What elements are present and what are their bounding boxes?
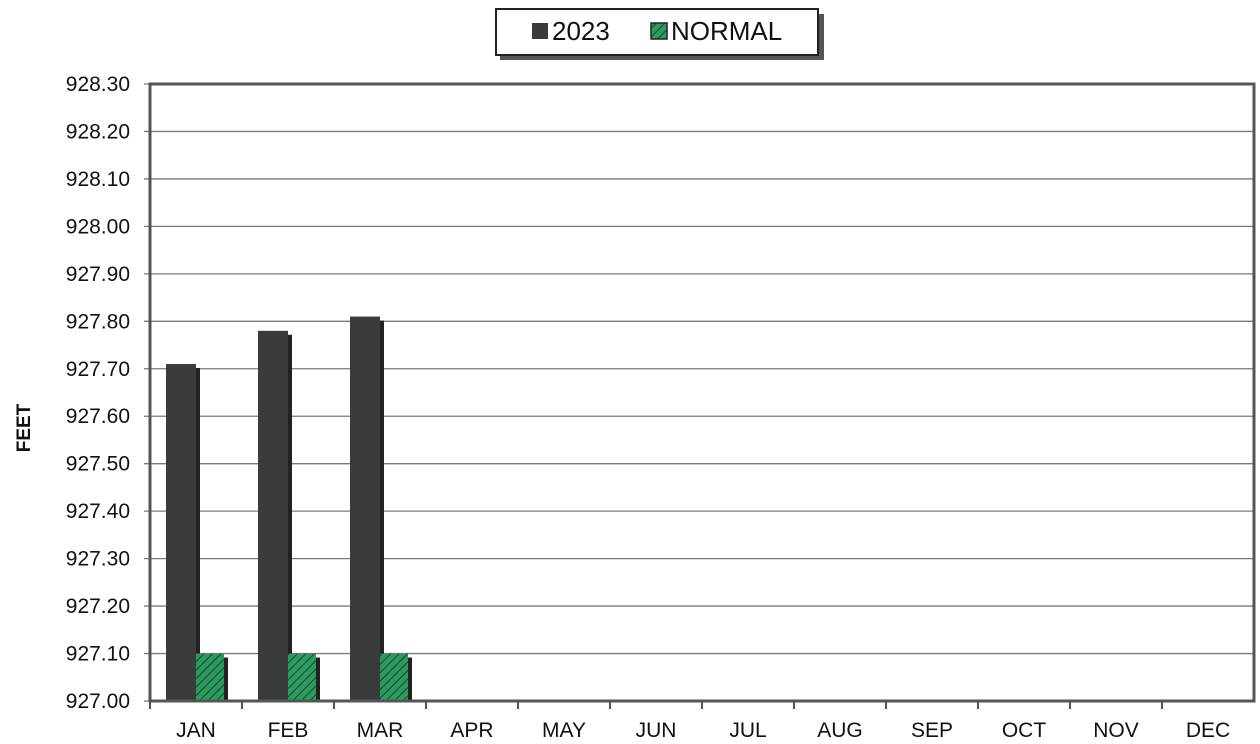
x-tick-label: JUL (729, 719, 766, 742)
y-tick-label: 927.00 (66, 690, 130, 713)
x-tick-label: AUG (817, 719, 863, 742)
y-tick-label: 927.30 (66, 548, 130, 571)
bar-normal-mar (380, 653, 408, 701)
y-tick-label: 927.80 (66, 310, 130, 333)
y-tick-labels: 927.00 927.10 927.20 927.30 927.40 927.50 927.… (66, 73, 130, 713)
x-tick-label: FEB (268, 719, 309, 742)
bar-2023-mar (350, 316, 380, 701)
y-tick-label: 927.40 (66, 500, 130, 523)
x-tick-label: JUN (636, 719, 677, 742)
y-tick-label: 927.10 (66, 643, 130, 666)
x-tick-label: OCT (1002, 719, 1047, 742)
y-tick-label: 927.60 (66, 405, 130, 428)
legend-label-2023: 2023 (552, 16, 610, 46)
x-tick-label: MAY (542, 719, 586, 742)
y-tick-label: 927.50 (66, 453, 130, 476)
legend: 2023 NORMAL (495, 8, 824, 60)
y-tick-label: 928.10 (66, 168, 130, 191)
y-tick-label: 927.20 (66, 595, 130, 618)
y-tick-label: 927.90 (66, 263, 130, 286)
gridlines (144, 83, 1254, 702)
y-tick-label: 928.30 (66, 73, 130, 96)
x-tick-label: DEC (1186, 719, 1230, 742)
bar-normal-feb (288, 653, 316, 701)
x-tick-labels: JAN FEB MAR APR MAY JUN JUL AUG SEP OCT NOV DEC (149, 701, 1230, 742)
bars (166, 316, 412, 701)
y-tick-label: 928.00 (66, 215, 130, 238)
x-tick-label: NOV (1093, 719, 1139, 742)
y-tick-label: 928.20 (66, 120, 130, 143)
bar-2023-jan (166, 364, 196, 701)
y-tick-label: 927.70 (66, 358, 130, 381)
x-tick-label: MAR (357, 719, 404, 742)
x-tick-label: APR (450, 719, 493, 742)
legend-swatch-2023 (532, 23, 548, 39)
legend-swatch-normal (650, 22, 668, 40)
legend-label-normal: NORMAL (671, 16, 782, 46)
plot-frame (148, 82, 1256, 703)
bar-normal-jan (196, 653, 224, 701)
x-tick-label: JAN (176, 719, 216, 742)
x-tick-label: SEP (911, 719, 953, 742)
y-axis-label: FEET (14, 403, 35, 452)
bar-2023-feb (258, 330, 288, 701)
